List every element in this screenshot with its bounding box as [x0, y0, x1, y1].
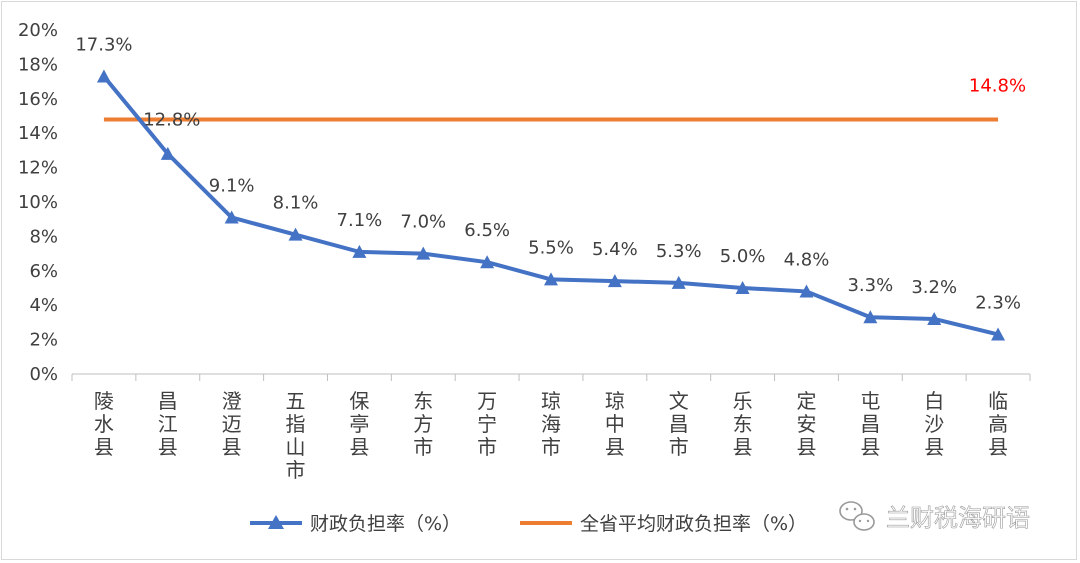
x-category-label: 澄迈县 — [222, 389, 242, 459]
data-point — [480, 255, 495, 269]
data-label: 8.1% — [273, 193, 319, 214]
x-category-label: 保亭县 — [349, 389, 369, 459]
data-label: 6.5% — [464, 220, 510, 241]
y-tick-label: 14% — [18, 123, 58, 144]
data-point — [288, 227, 303, 241]
x-category-label: 临高县 — [988, 389, 1008, 459]
wechat-icon — [839, 501, 875, 531]
legend: 财政负担率（%） 全省平均财政负担率（%） — [250, 513, 807, 535]
average-series: 14.8% — [103, 75, 1026, 122]
y-tick-label: 2% — [29, 330, 58, 351]
y-tick-label: 10% — [18, 192, 58, 213]
data-label: 7.1% — [337, 210, 383, 231]
x-category-label: 定安县 — [796, 389, 816, 459]
y-tick-label: 0% — [29, 364, 58, 385]
y-tick-label: 20% — [18, 20, 58, 41]
data-point — [671, 275, 686, 289]
x-category-label: 琼中县 — [605, 389, 625, 459]
data-label: 5.5% — [528, 237, 574, 258]
data-point — [607, 274, 622, 288]
y-axis: 0% 2% 4% 6% 8% 10% 12% 14% 16% 18% 20% — [18, 20, 58, 385]
data-label: 9.1% — [209, 175, 255, 196]
legend-triangle-marker — [268, 515, 284, 529]
data-point — [224, 210, 239, 224]
data-point — [927, 311, 942, 325]
data-label: 3.3% — [847, 275, 893, 296]
x-axis: 陵水县 昌江县 澄迈县 五指山市 保亭县 东方市 万宁市 琼海市 琼中县 文昌市 乐东县 定安县 屯昌县… — [71, 373, 1031, 482]
data-label: 2.3% — [975, 292, 1021, 313]
y-tick-label: 16% — [18, 89, 58, 110]
x-category-label: 东方市 — [413, 389, 433, 459]
x-category-label: 文昌市 — [669, 389, 689, 459]
rate-series — [96, 69, 1006, 341]
legend-item-rate: 财政负担率（%） — [250, 513, 461, 535]
data-point — [160, 146, 175, 160]
x-category-label: 五指山市 — [286, 389, 306, 482]
data-label: 5.4% — [592, 239, 638, 260]
data-label: 17.3% — [75, 34, 132, 55]
average-value-label: 14.8% — [969, 75, 1026, 96]
x-category-label: 乐东县 — [733, 389, 753, 459]
y-tick-label: 6% — [29, 261, 58, 282]
legend-label-average: 全省平均财政负担率（%） — [580, 513, 807, 535]
x-category-label: 万宁市 — [477, 389, 497, 459]
legend-item-average: 全省平均财政负担率（%） — [520, 513, 807, 535]
data-point — [863, 310, 878, 324]
data-point — [991, 327, 1006, 341]
x-category-label: 陵水县 — [94, 389, 114, 459]
data-point — [416, 246, 431, 260]
y-tick-label: 18% — [18, 54, 58, 75]
y-tick-label: 8% — [29, 226, 58, 247]
data-label: 7.0% — [400, 212, 446, 233]
data-labels: 17.3% 12.8% 9.1% 8.1% 7.1% 7.0% 6.5% 5.5% 5.4% 5.… — [75, 34, 1021, 313]
data-label: 3.2% — [911, 277, 957, 298]
y-tick-label: 4% — [29, 295, 58, 316]
data-point — [96, 69, 111, 83]
data-label: 4.8% — [784, 249, 830, 270]
data-label: 5.3% — [656, 241, 702, 262]
x-category-label: 昌江县 — [158, 389, 178, 459]
data-point — [544, 272, 558, 286]
watermark-text: 兰财税海研语 — [886, 504, 1030, 532]
x-category-label: 屯昌县 — [860, 389, 880, 459]
legend-label-rate: 财政负担率（%） — [310, 513, 461, 535]
data-point — [799, 284, 814, 298]
data-label: 5.0% — [720, 246, 766, 267]
watermark: 兰财税海研语 — [839, 501, 1030, 532]
x-category-label: 琼海市 — [541, 389, 561, 459]
data-point — [352, 244, 367, 258]
x-category-label: 白沙县 — [924, 389, 944, 459]
y-tick-label: 12% — [18, 158, 58, 179]
data-point — [735, 281, 750, 294]
data-label: 12.8% — [143, 109, 200, 130]
